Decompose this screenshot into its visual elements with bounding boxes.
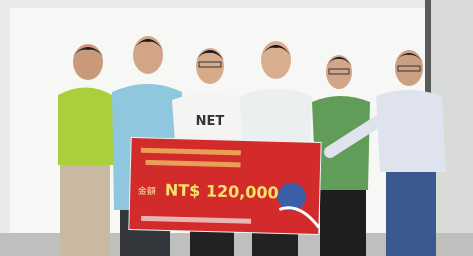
- head: [395, 50, 423, 86]
- shirt: [376, 90, 446, 172]
- head: [196, 48, 224, 84]
- shirt-text: NET: [196, 114, 225, 129]
- check-board: 金額 NT$ 120,000: [129, 138, 321, 235]
- trousers: [60, 160, 110, 256]
- jeans: [386, 168, 436, 256]
- amount: NT$ 120,000: [165, 180, 279, 202]
- trousers: [320, 185, 366, 256]
- amount-label: 金額: [138, 185, 156, 197]
- head: [326, 55, 352, 89]
- photo: NET 金額 NT$ 120,000: [0, 0, 473, 256]
- shirt: [58, 88, 116, 166]
